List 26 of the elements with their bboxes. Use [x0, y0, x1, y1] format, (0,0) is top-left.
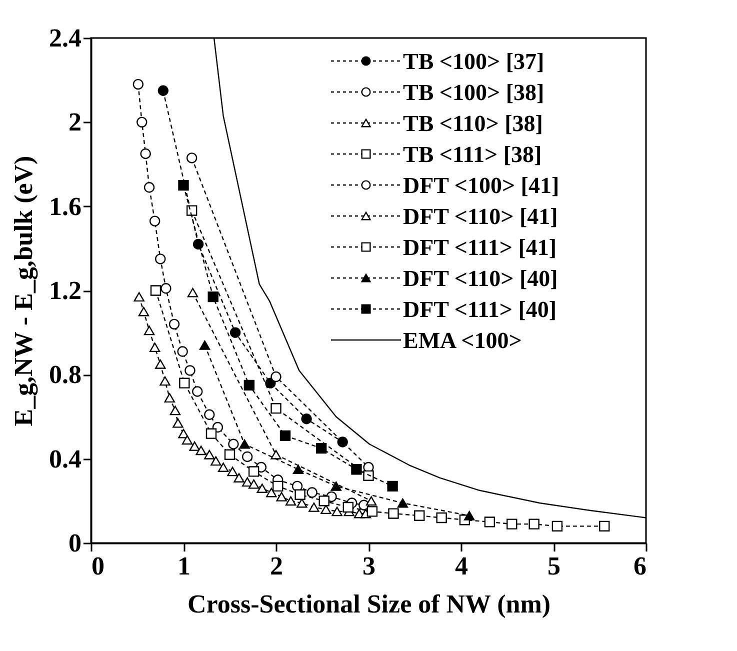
legend-label: EMA <100> — [403, 328, 522, 353]
y-tick-label: 0.4 — [49, 444, 82, 474]
legend-label: TB <110> [38] — [403, 111, 543, 136]
legend-label: DFT <110> [40] — [403, 266, 558, 291]
legend-label: TB <111> [38] — [403, 142, 542, 167]
x-tick-label: 6 — [634, 552, 646, 580]
x-tick-label: 1 — [178, 552, 190, 580]
legend-label: DFT <100> [41] — [403, 173, 560, 198]
x-tick-label: 5 — [548, 552, 560, 580]
x-tick-label: 4 — [455, 552, 468, 580]
legend-label: TB <100> [37] — [403, 49, 544, 74]
legend-label: TB <100> [38] — [403, 80, 544, 105]
legend-label: DFT <110> [41] — [403, 204, 558, 229]
y-tick-label: 1.6 — [49, 192, 82, 221]
y-tick-label: 1.2 — [49, 276, 82, 305]
x-tick-label: 0 — [92, 552, 104, 580]
x-axis-title: Cross-Sectional Size of NW (nm) — [187, 590, 551, 618]
y-axis-title: E_g,NW - E_g,bulk (eV) — [9, 156, 38, 426]
y-tick-label: 2.4 — [49, 24, 82, 52]
y-tick-label: 0 — [68, 528, 82, 558]
y-tick-label: 2 — [68, 108, 82, 137]
legend-label: DFT <111> [41] — [403, 235, 557, 260]
x-tick-label: 3 — [362, 552, 376, 580]
legend-label: DFT <111> [40] — [403, 297, 557, 322]
x-tick-label: 2 — [270, 552, 283, 580]
y-tick-label: 0.8 — [49, 360, 82, 390]
